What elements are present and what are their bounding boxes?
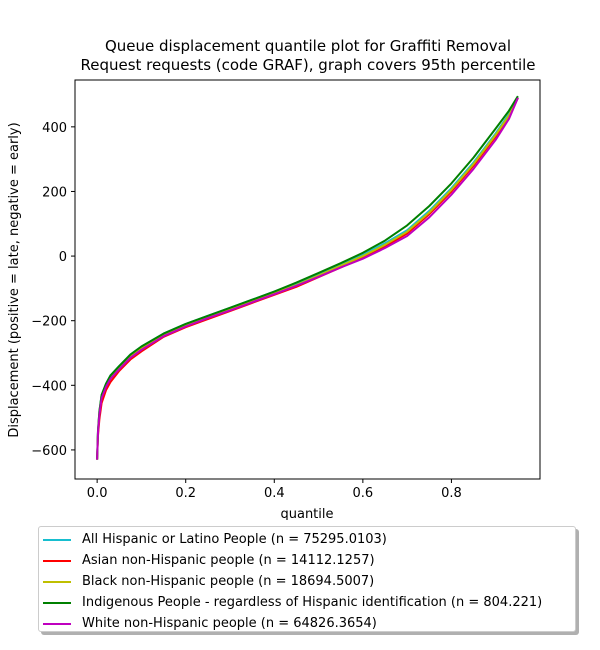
legend-label: Indigenous People - regardless of Hispan… (82, 595, 543, 610)
y-tick-label: 400 (42, 121, 67, 136)
legend-swatch (43, 580, 71, 583)
legend-item: White non-Hispanic people (n = 64826.365… (39, 613, 575, 634)
plot-area (74, 79, 541, 480)
legend: All Hispanic or Latino People (n = 75295… (38, 526, 576, 632)
x-tick-label: 0.0 (87, 486, 108, 501)
x-tick-label: 0.8 (441, 486, 462, 501)
legend-item: Indigenous People - regardless of Hispan… (39, 592, 575, 613)
y-tick-label: 0 (59, 250, 67, 265)
x-tick-label: 0.6 (353, 486, 374, 501)
series-line-3 (96, 95, 519, 460)
y-axis-label: Displacement (positive = late, negative … (7, 122, 22, 437)
chart-title-line1: Queue displacement quantile plot for Gra… (105, 37, 511, 55)
legend-label: Asian non-Hispanic people (n = 14112.125… (82, 553, 375, 568)
chart-title-line2: Request requests (code GRAF), graph cove… (80, 56, 535, 74)
chart: Queue displacement quantile plot for Gra… (7, 37, 541, 520)
series-layer (96, 95, 519, 460)
legend-label: White non-Hispanic people (n = 64826.365… (82, 616, 377, 631)
x-axis-label: quantile (280, 507, 333, 520)
legend-swatch (43, 559, 71, 562)
y-tick-label: 200 (42, 185, 67, 200)
y-tick-label: −200 (31, 315, 67, 330)
legend-item: Asian non-Hispanic people (n = 14112.125… (39, 550, 575, 571)
y-tick-label: −600 (31, 444, 67, 459)
x-tick-label: 0.4 (264, 486, 285, 501)
x-ticks: 0.0 0.2 0.4 0.6 0.8 (87, 479, 462, 501)
legend-swatch (43, 538, 71, 541)
legend-item: All Hispanic or Latino People (n = 75295… (39, 529, 575, 550)
y-ticks: −600 −400 −200 0 200 400 (31, 121, 75, 459)
series-line-4 (96, 97, 519, 460)
legend-label: All Hispanic or Latino People (n = 75295… (82, 532, 387, 547)
legend-swatch (43, 622, 71, 625)
legend-swatch (43, 601, 71, 604)
x-tick-label: 0.2 (175, 486, 196, 501)
y-tick-label: −400 (31, 379, 67, 394)
legend-item: Black non-Hispanic people (n = 18694.500… (39, 571, 575, 592)
legend-label: Black non-Hispanic people (n = 18694.500… (82, 574, 375, 589)
